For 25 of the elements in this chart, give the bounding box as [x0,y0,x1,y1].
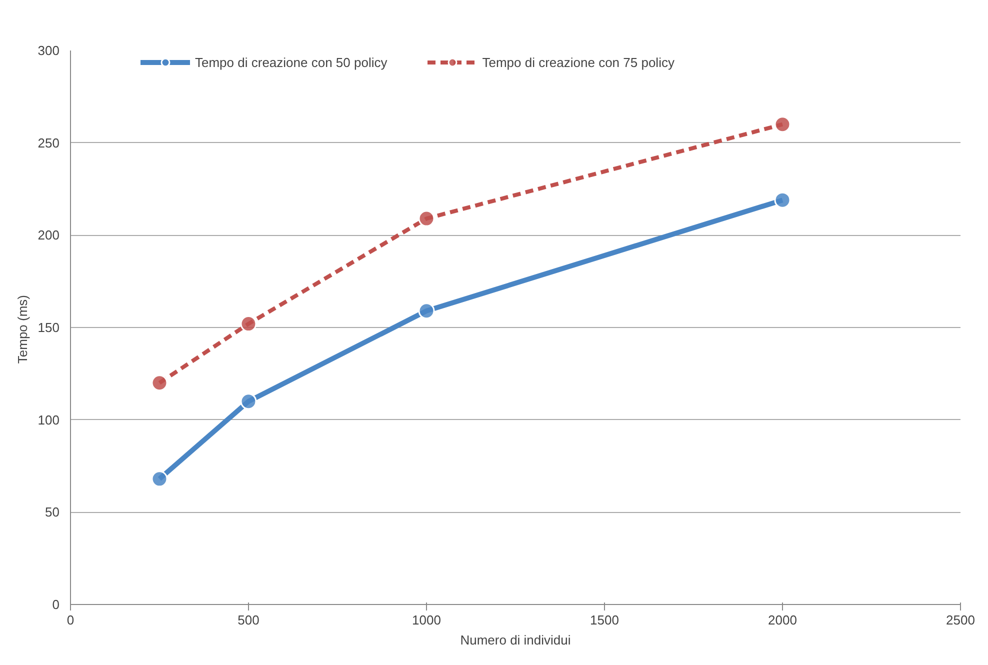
point [418,210,435,227]
y-axis-title: Tempo (ms) [14,294,30,364]
point [151,470,168,488]
legend-label: Tempo di creazione con 75 policy [482,54,674,70]
x-tick-label: 2000 [768,612,797,628]
x-axis-title: Numero di individui [460,632,571,648]
point [240,393,257,410]
x-tick-label: 2500 [946,612,975,628]
point [418,302,435,320]
y-tick-label: 250 [38,135,60,150]
y-tick-label: 300 [38,43,60,58]
y-tick-label: 200 [38,228,60,243]
y-tick-label: 0 [52,597,60,612]
x-tick-label: 1000 [412,612,441,628]
x-tick-label: 500 [238,612,260,628]
point [151,374,168,392]
y-tick-label: 100 [38,412,60,428]
y-tick-label: 150 [38,320,60,335]
y-tick-label: 50 [45,504,60,520]
point [774,192,791,208]
x-tick-label: 0 [66,612,74,628]
point [240,316,257,332]
point [774,116,791,133]
x-tick-label: 1500 [590,612,619,628]
legend-label: Tempo di creazione con 50 policy [195,54,388,70]
